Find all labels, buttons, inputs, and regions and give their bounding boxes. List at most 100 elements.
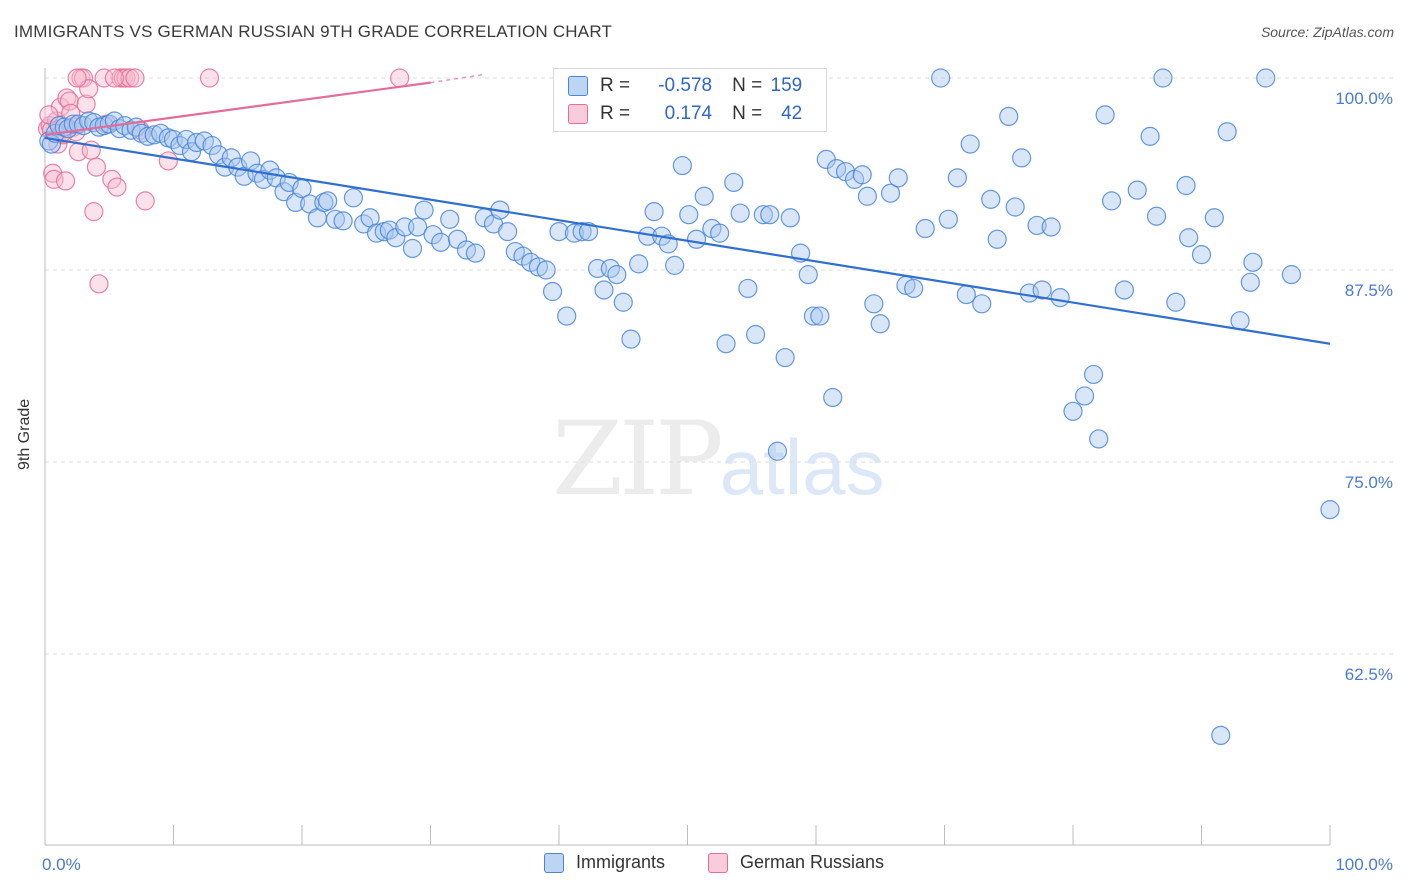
data-point-immigrants (738, 278, 758, 299)
data-point-immigrants (672, 155, 692, 176)
data-point-immigrants (513, 246, 533, 266)
data-point-immigrants (1230, 311, 1250, 331)
data-point-immigrants (1211, 725, 1231, 746)
data-point-immigrants (1101, 191, 1122, 211)
legend-n-value-immigrants: 159 (770, 75, 803, 96)
data-point-immigrants (931, 68, 951, 88)
chart-title: IMMIGRANTS VS GERMAN RUSSIAN 9TH GRADE C… (14, 22, 613, 41)
data-point-immigrants (694, 186, 714, 206)
data-point-german-russians (67, 68, 87, 88)
legend-swatch-immigrants (544, 852, 564, 873)
legend-swatch-german-russians (708, 852, 728, 873)
data-point-immigrants (686, 229, 707, 249)
data-point-immigrants (716, 334, 736, 354)
data-point-immigrants (1005, 197, 1025, 217)
data-point-immigrants (864, 294, 884, 314)
x-tick-label-right: 100.0% (1335, 855, 1393, 874)
data-point-immigrants (947, 168, 967, 188)
data-point-immigrants (318, 191, 338, 211)
data-point-immigrants (1281, 265, 1302, 285)
data-point-immigrants (465, 243, 486, 263)
data-point-german-russians (94, 68, 114, 88)
data-point-german-russians (84, 202, 104, 222)
data-point-immigrants (1027, 215, 1047, 236)
data-point-german-russians (120, 68, 140, 88)
data-point-immigrants (1011, 148, 1032, 168)
data-point-immigrants (549, 222, 569, 242)
data-point-immigrants (1127, 180, 1147, 200)
data-point-immigrants (710, 223, 730, 243)
data-point-immigrants (1191, 245, 1212, 265)
data-point-immigrants (644, 202, 664, 222)
data-point-immigrants (402, 238, 423, 259)
data-point-immigrants (780, 208, 800, 228)
data-point-german-russians (135, 191, 155, 211)
data-point-immigrants (1063, 401, 1083, 421)
data-point-immigrants (730, 203, 750, 223)
data-point-immigrants (1089, 429, 1109, 449)
data-point-immigrants (408, 217, 428, 237)
data-point-immigrants (1240, 272, 1260, 292)
legend-item-german-russians: German Russians (708, 852, 884, 873)
data-point-immigrants (767, 441, 788, 461)
legend-label-immigrants: Immigrants (576, 852, 666, 872)
y-tick-label: 75.0% (1345, 473, 1393, 492)
data-point-immigrants (803, 306, 824, 326)
data-point-immigrants (888, 168, 908, 188)
data-point-immigrants (880, 183, 901, 203)
legend-swatch-blue (568, 76, 588, 96)
data-point-immigrants (760, 205, 780, 225)
watermark-atlas: atlas (719, 423, 885, 511)
data-point-immigrants (1204, 208, 1224, 228)
data-point-immigrants (753, 205, 773, 225)
data-point-immigrants (528, 257, 549, 277)
data-point-immigrants (1041, 217, 1061, 237)
data-point-immigrants (1176, 175, 1196, 196)
data-point-immigrants (1179, 228, 1199, 248)
data-point-immigrants (333, 211, 353, 231)
data-point-immigrants (1320, 500, 1340, 520)
data-point-immigrants (325, 209, 346, 229)
y-tick-label: 87.5% (1345, 281, 1393, 300)
watermark-zip: ZIP (552, 400, 724, 519)
tick-labels: 100.0% 87.5% 75.0% 62.5% 0.0% 100.0% (42, 89, 1393, 874)
legend-item-immigrants: Immigrants (544, 852, 665, 873)
data-point-german-russians (199, 68, 220, 88)
data-point-immigrants (1114, 280, 1135, 300)
data-point-immigrants (775, 347, 795, 368)
series-german-russians-points (37, 68, 410, 294)
data-point-immigrants (542, 281, 563, 302)
data-point-immigrants (987, 229, 1007, 249)
data-point-immigrants (810, 306, 830, 326)
data-point-immigrants (857, 186, 878, 206)
data-point-immigrants (798, 265, 818, 285)
data-point-immigrants (379, 220, 399, 240)
data-point-immigrants (613, 292, 633, 312)
data-point-immigrants (63, 114, 83, 134)
data-point-immigrants (536, 260, 556, 280)
data-point-immigrants (594, 280, 614, 300)
data-point-immigrants (1256, 68, 1276, 88)
legend-label-german-russians: German Russians (740, 852, 885, 872)
data-point-german-russians (158, 151, 178, 171)
legend-row-german-russians: R = 0.174 N = 42 (568, 101, 802, 127)
data-point-immigrants (578, 222, 599, 242)
data-point-immigrants (1083, 364, 1104, 385)
data-point-immigrants (440, 209, 460, 229)
series-immigrants-points (39, 68, 1340, 746)
data-point-german-russians (107, 177, 127, 197)
legend-row-immigrants: R = -0.578 N = 159 (568, 73, 802, 99)
data-point-german-russians (59, 91, 80, 111)
data-point-immigrants (746, 324, 766, 345)
data-point-immigrants (572, 222, 592, 242)
series-legend: Immigrants German Russians (0, 852, 1406, 878)
stats-legend: R = -0.578 N = 159 R = 0.174 N = 42 (553, 68, 827, 132)
data-point-immigrants (915, 218, 935, 239)
legend-r-value-german-russians: 0.174 (664, 103, 713, 124)
data-point-immigrants (414, 200, 434, 220)
trend-line-german-russians (44, 81, 431, 136)
data-point-immigrants (904, 278, 924, 299)
trend-lines (44, 74, 1331, 345)
data-point-immigrants (144, 125, 164, 145)
